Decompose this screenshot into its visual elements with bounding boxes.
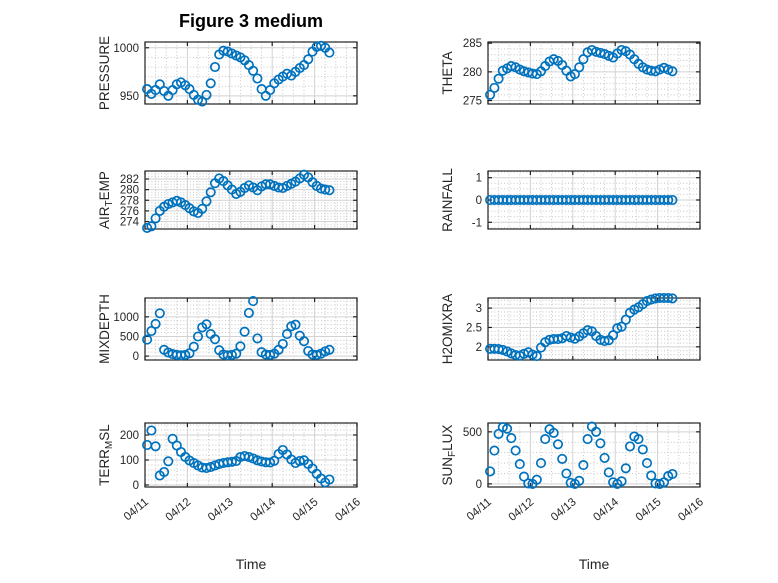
svg-text:04/12: 04/12 [507, 496, 537, 524]
x-axis-label: Time [579, 556, 610, 572]
svg-text:1000: 1000 [113, 312, 139, 324]
svg-text:280: 280 [120, 185, 139, 197]
y-tick-labels: 22.53 [466, 303, 482, 354]
y-tick-labels: 950 1000 [113, 43, 139, 103]
y-tick-labels: 275 280 285 [463, 38, 482, 107]
svg-text:280: 280 [463, 67, 482, 79]
plot-box [487, 41, 701, 105]
svg-text:0: 0 [476, 195, 482, 207]
svg-text:274: 274 [120, 217, 140, 229]
y-tick-labels: 0 500 [463, 427, 482, 491]
svg-text:500: 500 [120, 331, 139, 343]
x-tick-labels: 04/11 04/12 04/13 04/14 04/15 04/16 [465, 496, 706, 524]
svg-text:3: 3 [476, 303, 482, 315]
x-tick-labels: 04/11 04/12 04/13 04/14 04/15 04/16 [122, 496, 363, 524]
y-axis-label: PRESSURE [97, 36, 112, 110]
axis-ticks [487, 171, 701, 229]
data-points [485, 194, 678, 206]
data-points [485, 44, 678, 100]
y-tick-labels: 0 100 200 [120, 430, 139, 492]
svg-text:282: 282 [120, 174, 139, 186]
svg-text:-1: -1 [472, 217, 482, 229]
data-points [142, 40, 335, 107]
figure-title: Figure 3 medium [178, 11, 324, 31]
svg-text:100: 100 [120, 455, 139, 467]
svg-text:500: 500 [463, 427, 482, 439]
svg-text:04/11: 04/11 [465, 496, 494, 523]
svg-text:04/16: 04/16 [333, 496, 363, 524]
y-tick-labels: -1 0 1 [472, 173, 482, 230]
svg-text:2: 2 [476, 342, 482, 354]
svg-text:200: 200 [120, 430, 139, 442]
svg-text:04/14: 04/14 [591, 496, 621, 524]
y-axis-label: H2OMIXRA [440, 294, 455, 365]
svg-text:950: 950 [120, 91, 139, 103]
svg-text:1000: 1000 [113, 43, 139, 55]
plot-box [487, 297, 701, 361]
plot-box [144, 41, 358, 105]
subplot-rainfall: -1 0 1 RAINFALL [440, 168, 701, 232]
data-points [485, 421, 678, 489]
y-axis-label: SUNFLUX [440, 425, 458, 486]
y-axis-label: MIXDEPTH [97, 294, 112, 364]
data-points [142, 169, 335, 233]
axis-ticks [487, 42, 701, 104]
svg-text:04/12: 04/12 [164, 496, 194, 524]
axis-ticks [144, 423, 358, 487]
svg-text:0: 0 [133, 351, 139, 363]
svg-text:04/13: 04/13 [549, 496, 579, 524]
svg-text:1: 1 [476, 173, 482, 185]
x-axis-label: Time [236, 556, 267, 572]
svg-text:275: 275 [463, 96, 482, 108]
y-axis-label: TERRMSL [97, 424, 115, 486]
subplot-theta: 275 280 285 THETA [440, 38, 701, 108]
svg-text:278: 278 [120, 195, 139, 207]
svg-text:04/11: 04/11 [122, 496, 151, 523]
y-axis-label: RAINFALL [440, 168, 455, 232]
data-points [485, 292, 678, 362]
svg-text:0: 0 [476, 479, 482, 491]
plot-box [144, 422, 358, 488]
svg-text:04/13: 04/13 [206, 496, 236, 524]
svg-text:0: 0 [133, 480, 139, 492]
y-tick-labels: 0 500 1000 [113, 312, 139, 363]
svg-text:04/16: 04/16 [676, 496, 706, 524]
data-points [142, 296, 335, 361]
svg-text:04/15: 04/15 [634, 496, 664, 524]
data-points [142, 425, 335, 488]
axis-ticks [144, 171, 358, 229]
grid-minor [145, 298, 357, 361]
svg-text:04/14: 04/14 [248, 496, 278, 524]
svg-text:285: 285 [463, 38, 482, 50]
svg-text:276: 276 [120, 206, 139, 218]
y-axis-label: AIRTEMP [97, 171, 115, 229]
y-axis-label: THETA [440, 51, 455, 94]
svg-text:2.5: 2.5 [466, 322, 482, 334]
svg-text:04/15: 04/15 [291, 496, 321, 524]
